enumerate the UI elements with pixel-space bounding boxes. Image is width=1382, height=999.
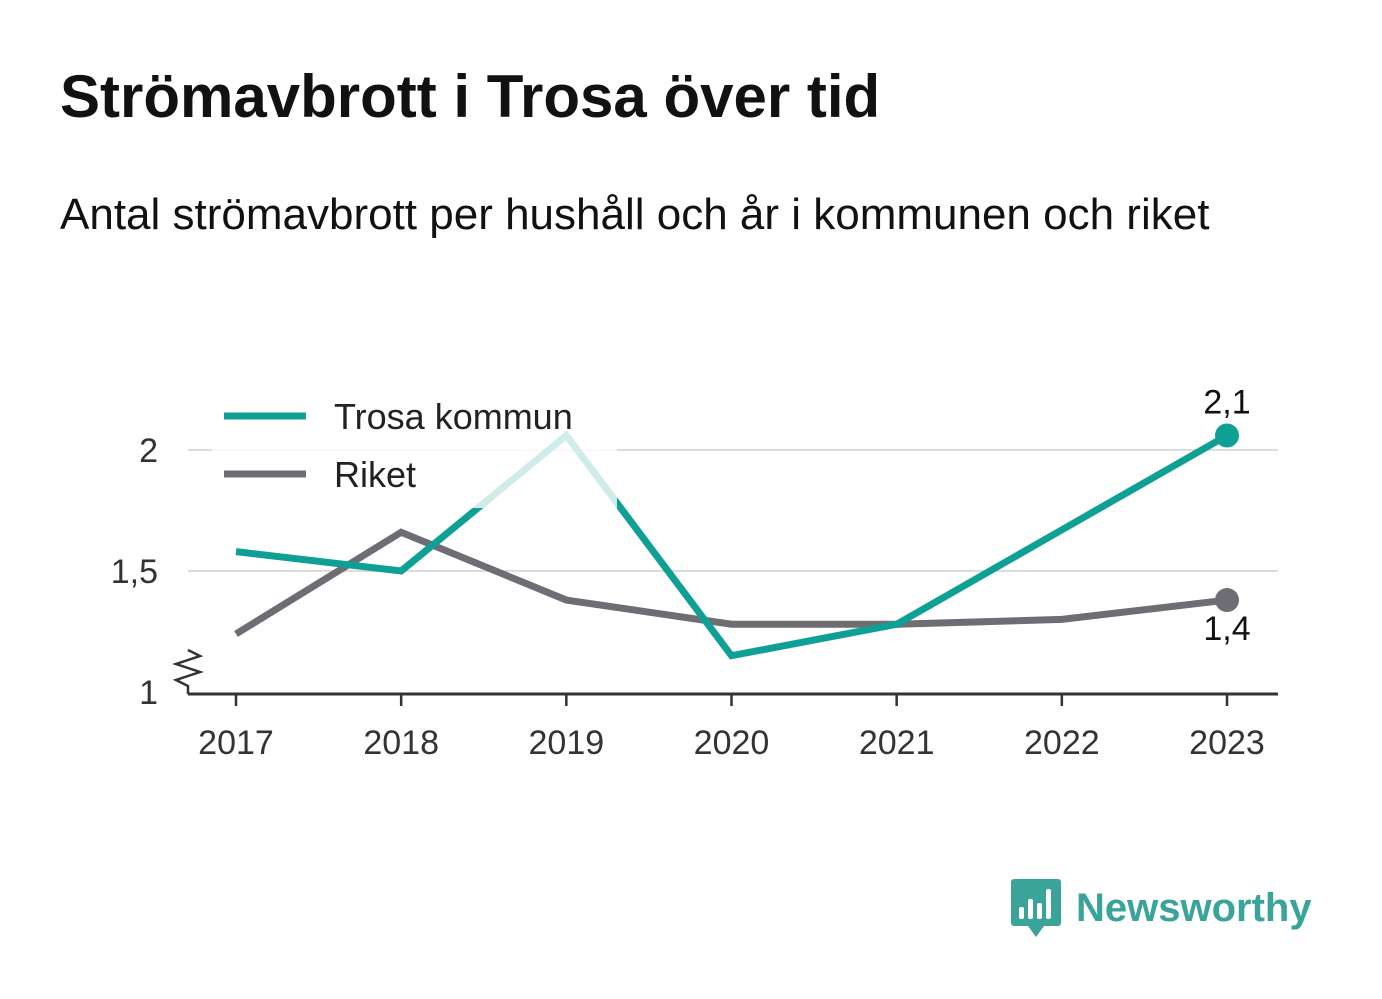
chart-subtitle: Antal strömavbrott per hushåll och år i …: [60, 190, 1210, 239]
x-tick-label-2: 2019: [529, 724, 605, 762]
legend-label-0: Trosa kommun: [334, 396, 573, 437]
series-lines: [234, 423, 1239, 660]
chart-title: Strömavbrott i Trosa över tid: [60, 63, 881, 130]
bar-chart-speech-bubble-icon: [1011, 879, 1061, 937]
legend-label-1: Riket: [334, 454, 416, 495]
x-tick-label-6: 2023: [1189, 724, 1265, 762]
y-tick-label-1: 1,5: [111, 553, 158, 591]
end-labels: 2,1 1,4: [1203, 383, 1250, 648]
brand-name: Newsworthy: [1076, 886, 1312, 930]
series-0-end-point: [1215, 423, 1239, 448]
axes: 1 1,5 2 2017 2018 2019 2020 2021 2022 2023: [111, 432, 1278, 762]
y-tick-label-2: 2: [139, 432, 158, 470]
series-1-end-point: [1215, 588, 1239, 613]
newsworthy-brand: Newsworthy: [1010, 876, 1312, 940]
x-tick-label-4: 2021: [859, 724, 935, 762]
end-label-0: 2,1: [1203, 383, 1250, 421]
end-label-1: 1,4: [1203, 610, 1250, 648]
x-tick-label-1: 2018: [363, 724, 439, 762]
legend: Trosa kommun Riket: [212, 384, 617, 508]
x-tick-label-0: 2017: [198, 724, 274, 762]
series-line-0: [235, 430, 1229, 660]
y-tick-label-0: 1: [139, 674, 158, 712]
legend-background: [212, 384, 617, 508]
series-line-1: [234, 528, 1228, 637]
x-tick-label-5: 2022: [1024, 724, 1100, 762]
y-axis-break-icon: [172, 648, 204, 694]
x-tick-label-3: 2020: [694, 724, 770, 762]
